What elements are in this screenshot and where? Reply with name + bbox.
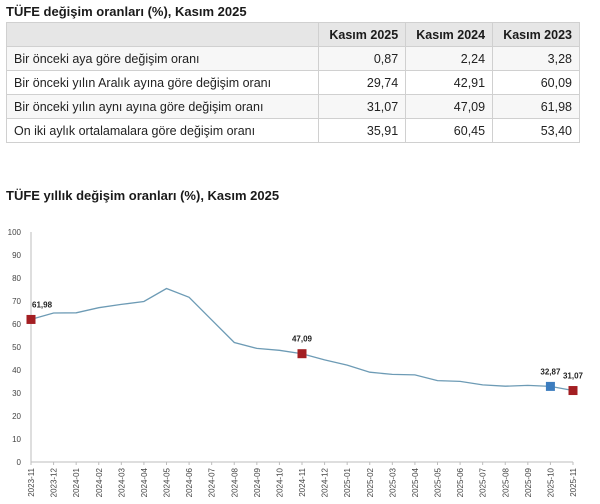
table-title: TÜFE değişim oranları (%), Kasım 2025 bbox=[6, 4, 247, 19]
column-header: Kasım 2023 bbox=[492, 22, 580, 47]
table-row: Bir önceki yılın aynı ayına göre değişim… bbox=[5, 94, 580, 119]
data-label: 32,87 bbox=[540, 367, 561, 376]
x-tick-label: 2025-05 bbox=[434, 467, 443, 497]
table-cell: 42,91 bbox=[405, 70, 494, 95]
x-tick-label: 2024-10 bbox=[275, 467, 284, 497]
x-tick-label: 2024-03 bbox=[117, 467, 126, 497]
x-tick-label: 2024-09 bbox=[253, 467, 262, 497]
data-point-marker bbox=[568, 386, 578, 396]
x-tick-label: 2023-11 bbox=[27, 467, 36, 496]
x-tick-label: 2024-02 bbox=[95, 467, 104, 497]
y-tick-label: 50 bbox=[12, 343, 21, 352]
table-cell: 47,09 bbox=[405, 94, 494, 119]
y-tick-label: 60 bbox=[12, 320, 21, 329]
x-tick-label: 2025-03 bbox=[388, 467, 397, 497]
table-header-row: Kasım 2025 Kasım 2024 Kasım 2023 bbox=[5, 22, 580, 47]
row-label: Bir önceki yılın Aralık ayına göre değiş… bbox=[5, 70, 320, 95]
table-cell: 3,28 bbox=[492, 46, 580, 71]
x-tick-label: 2024-05 bbox=[163, 467, 172, 497]
table-cell: 0,87 bbox=[318, 46, 407, 71]
data-label: 47,09 bbox=[292, 335, 313, 344]
x-tick-label: 2025-04 bbox=[411, 467, 420, 497]
table-row: Bir önceki yılın Aralık ayına göre değiş… bbox=[5, 70, 580, 95]
x-tick-label: 2024-06 bbox=[185, 467, 194, 497]
x-tick-label: 2024-08 bbox=[230, 467, 239, 497]
line-chart: 0 10 20 30 40 50 60 70 80 90 100 2023-11 2023-12 2024… bbox=[8, 228, 584, 497]
x-tick-label: 2024-01 bbox=[72, 467, 81, 497]
row-label: Bir önceki yılın aynı ayına göre değişim… bbox=[5, 94, 320, 119]
data-label: 31,07 bbox=[563, 372, 584, 381]
chart-title: TÜFE yıllık değişim oranları (%), Kasım … bbox=[6, 188, 280, 203]
x-tick-label: 2024-12 bbox=[321, 467, 330, 497]
x-tick-label: 2025-01 bbox=[343, 467, 352, 497]
y-tick-label: 20 bbox=[12, 412, 21, 421]
x-tick-label: 2025-11 bbox=[569, 467, 578, 496]
column-header: Kasım 2024 bbox=[405, 22, 494, 47]
table-cell: 53,40 bbox=[492, 118, 580, 143]
table-cell: 29,74 bbox=[318, 70, 407, 95]
table-row: On iki aylık ortalamalara göre değişim o… bbox=[5, 118, 580, 143]
x-tick-label: 2025-06 bbox=[456, 467, 465, 497]
table-cell: 60,09 bbox=[492, 70, 580, 95]
cpi-table: Kasım 2025 Kasım 2024 Kasım 2023 Bir önc… bbox=[5, 22, 580, 143]
data-point-marker bbox=[297, 349, 307, 359]
x-tick-label: 2024-07 bbox=[208, 467, 217, 497]
column-header: Kasım 2025 bbox=[318, 22, 407, 47]
y-tick-label: 40 bbox=[12, 366, 21, 375]
table-cell: 35,91 bbox=[318, 118, 407, 143]
y-tick-label: 80 bbox=[12, 274, 21, 283]
x-tick-label: 2025-10 bbox=[546, 467, 555, 497]
data-label: 61,98 bbox=[32, 300, 53, 309]
x-tick-label: 2025-07 bbox=[479, 467, 488, 497]
table-cell: 31,07 bbox=[318, 94, 407, 119]
x-tick-label: 2025-09 bbox=[524, 467, 533, 497]
table-cell: 60,45 bbox=[405, 118, 494, 143]
table-cell: 2,24 bbox=[405, 46, 494, 71]
y-tick-label: 70 bbox=[12, 297, 21, 306]
x-tick-label: 2025-02 bbox=[366, 467, 375, 497]
y-tick-label: 100 bbox=[8, 228, 22, 237]
row-label: On iki aylık ortalamalara göre değişim o… bbox=[5, 118, 320, 143]
row-label: Bir önceki aya göre değişim oranı bbox=[5, 46, 320, 71]
data-point-marker bbox=[545, 381, 555, 391]
x-tick-label: 2024-11 bbox=[298, 467, 307, 496]
x-tick-label: 2024-04 bbox=[140, 467, 149, 497]
table-cell: 61,98 bbox=[492, 94, 580, 119]
y-tick-label: 30 bbox=[12, 389, 21, 398]
x-tick-label: 2025-08 bbox=[501, 467, 510, 497]
x-tick-label: 2023-12 bbox=[50, 467, 59, 497]
y-tick-label: 0 bbox=[17, 458, 22, 467]
header-blank-cell bbox=[5, 22, 320, 47]
data-point-marker bbox=[26, 314, 36, 324]
table-row: Bir önceki aya göre değişim oranı 0,87 2… bbox=[5, 46, 580, 71]
y-tick-label: 10 bbox=[12, 435, 21, 444]
y-tick-label: 90 bbox=[12, 251, 21, 260]
